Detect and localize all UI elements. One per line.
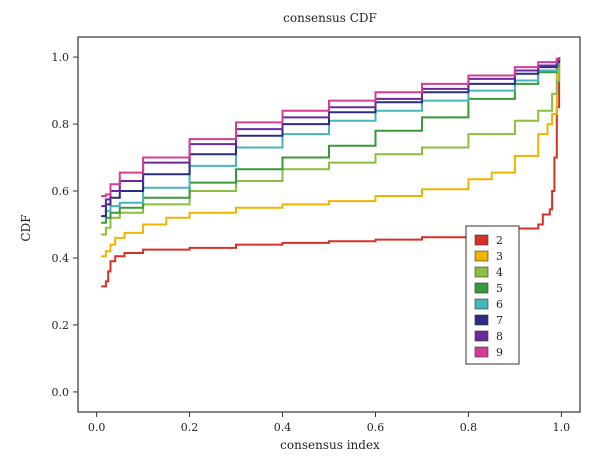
x-tick-label: 1.0 — [553, 421, 571, 434]
y-tick-label: 0.6 — [52, 185, 70, 198]
legend: 2 3 4 5 6 7 8 9 — [465, 225, 520, 365]
legend-label: 5 — [496, 282, 503, 295]
legend-label: 2 — [496, 234, 503, 247]
legend-swatch-6 — [474, 298, 489, 310]
series-line-4 — [101, 57, 561, 236]
x-axis-title: consensus index — [280, 438, 380, 452]
x-tick-label: 0.2 — [181, 421, 199, 434]
legend-label: 4 — [496, 266, 503, 279]
series-line-7 — [101, 57, 561, 218]
legend-swatch-3 — [474, 250, 489, 262]
legend-swatch-7 — [474, 314, 489, 326]
y-axis: 0.0 0.2 0.4 0.6 0.8 1.0 — [52, 51, 78, 399]
x-axis: 0.0 0.2 0.4 0.6 0.8 1.0 — [88, 412, 570, 434]
legend-label: 8 — [496, 330, 503, 343]
series-line-9 — [101, 57, 561, 197]
x-tick-label: 0.8 — [460, 421, 478, 434]
legend-swatch-8 — [474, 330, 489, 342]
chart-title: consensus CDF — [283, 11, 377, 25]
legend-swatch-4 — [474, 266, 489, 278]
x-tick-label: 0.0 — [88, 421, 106, 434]
y-tick-label: 0.2 — [52, 319, 70, 332]
y-tick-label: 1.0 — [52, 51, 70, 64]
y-tick-label: 0.4 — [52, 252, 70, 265]
y-axis-title: CDF — [19, 214, 33, 241]
series-lines — [101, 57, 561, 288]
legend-swatch-5 — [474, 282, 489, 294]
legend-swatch-9 — [474, 346, 489, 358]
plot-frame — [77, 36, 581, 413]
legend-label: 7 — [496, 314, 503, 327]
legend-swatch-2 — [474, 234, 489, 246]
y-tick-label: 0.8 — [52, 118, 70, 131]
series-line-6 — [101, 57, 561, 218]
series-line-8 — [101, 57, 561, 208]
x-tick-label: 0.4 — [274, 421, 292, 434]
legend-label: 3 — [496, 250, 503, 263]
legend-box — [465, 225, 520, 365]
legend-label: 6 — [496, 298, 503, 311]
series-line-5 — [101, 57, 561, 224]
x-tick-label: 0.6 — [367, 421, 385, 434]
y-tick-label: 0.0 — [52, 386, 70, 399]
series-line-2 — [101, 57, 561, 288]
legend-label: 9 — [496, 346, 503, 359]
series-line-3 — [101, 57, 561, 258]
